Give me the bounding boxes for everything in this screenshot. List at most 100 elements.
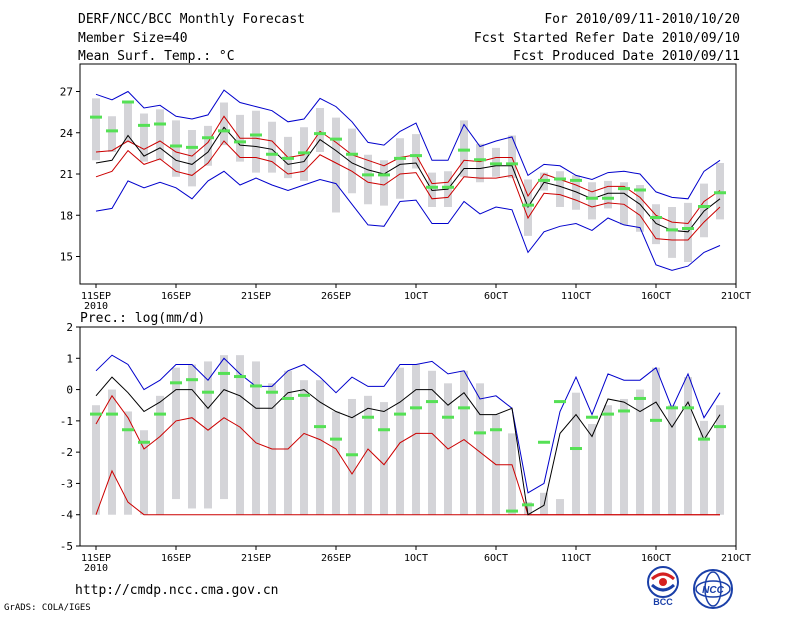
x-tick-label-prec-3: 26SEP <box>321 553 351 564</box>
median-marker-prec-17 <box>362 415 374 419</box>
y-tick-label-prec--3: -3 <box>60 477 73 490</box>
median-marker-temp-17 <box>362 173 374 177</box>
median-marker-prec-36 <box>666 406 678 410</box>
median-marker-prec-38 <box>698 437 710 441</box>
median-marker-prec-24 <box>474 431 486 435</box>
median-marker-temp-3 <box>138 123 150 127</box>
mean-line-temp <box>95 126 721 233</box>
footer-url[interactable]: http://cmdp.ncc.cma.gov.cn <box>75 583 279 598</box>
range-box-temp-11 <box>268 121 276 173</box>
range-box-prec-33 <box>620 398 628 515</box>
median-marker-prec-28 <box>538 440 550 444</box>
median-marker-temp-36 <box>666 228 678 232</box>
x-tick-label-prec-4: 1OCT <box>404 553 428 564</box>
range-box-prec-38 <box>700 420 708 515</box>
range-box-prec-9 <box>236 355 244 515</box>
x-tick-label-temp-5: 6OCT <box>484 291 508 302</box>
range-box-temp-30 <box>572 175 580 210</box>
range-box-temp-24 <box>476 143 484 183</box>
median-marker-temp-15 <box>330 137 342 141</box>
median-marker-temp-11 <box>266 152 278 156</box>
median-marker-prec-39 <box>714 425 726 429</box>
range-box-prec-29 <box>556 499 564 515</box>
median-marker-prec-22 <box>442 415 454 419</box>
grads-credit: GrADS: COLA/IGES <box>4 603 91 613</box>
range-box-prec-39 <box>716 405 724 515</box>
range-box-temp-20 <box>412 134 420 169</box>
range-box-prec-34 <box>636 389 644 515</box>
range-box-temp-33 <box>620 182 628 225</box>
median-marker-prec-33 <box>618 409 630 413</box>
x-tick-label-temp-4: 1OCT <box>404 291 428 302</box>
range-box-temp-4 <box>156 109 164 161</box>
range-box-temp-0 <box>92 98 100 161</box>
lower-line-prec <box>95 469 720 516</box>
lower-line-temp <box>95 140 721 241</box>
x-tick-label-prec-0: 11SEP <box>81 553 111 564</box>
median-marker-temp-35 <box>650 216 662 219</box>
header-forecast-period: For 2010/09/11-2010/10/20 <box>544 12 740 27</box>
median-marker-temp-21 <box>426 185 438 189</box>
median-marker-temp-2 <box>122 100 134 104</box>
y-tick-label-prec-1: 1 <box>66 352 73 365</box>
median-marker-temp-10 <box>250 133 262 137</box>
y-tick-label-prec--2: -2 <box>60 446 73 459</box>
median-marker-prec-26 <box>506 509 518 513</box>
header-member-size: Member Size=40 <box>78 31 188 46</box>
range-box-temp-17 <box>364 154 372 205</box>
median-marker-temp-33 <box>618 187 630 191</box>
median-marker-temp-9 <box>234 140 246 144</box>
median-marker-prec-25 <box>490 428 502 432</box>
upper-line-temp <box>95 115 721 225</box>
panel-title-prec: Prec.: log(mm/d) <box>80 311 205 326</box>
median-marker-temp-12 <box>282 156 294 160</box>
median-marker-temp-22 <box>442 185 454 189</box>
range-box-prec-4 <box>156 395 164 515</box>
range-box-prec-15 <box>332 411 340 515</box>
median-marker-temp-32 <box>602 196 614 200</box>
x-year-label-prec: 2010 <box>84 563 108 574</box>
range-box-prec-14 <box>316 380 324 515</box>
x-tick-label-prec-6: 11OCT <box>561 553 591 564</box>
x-tick-label-temp-1: 16SEP <box>161 291 191 302</box>
range-box-prec-10 <box>252 361 260 515</box>
panel-temp: 15 18 21 24 27 11SEP 16SEP 21SEP 26SEP 1OCT 6OCT 11… <box>60 63 751 312</box>
header-start-date: Fcst Started Refer Date 2010/09/10 <box>473 31 740 46</box>
range-box-temp-19 <box>396 138 404 199</box>
median-marker-temp-25 <box>490 162 502 166</box>
header-title: DERF/NCC/BCC Monthly Forecast <box>78 12 305 27</box>
x-tick-label-prec-2: 21SEP <box>241 553 271 564</box>
median-marker-temp-26 <box>506 162 518 166</box>
range-box-prec-19 <box>396 367 404 515</box>
median-marker-temp-14 <box>314 132 326 136</box>
median-marker-prec-27 <box>522 503 534 507</box>
range-box-temp-2 <box>124 101 132 143</box>
range-box-prec-21 <box>428 370 436 515</box>
range-box-temp-25 <box>492 147 500 177</box>
header-variable: Mean Surf. Temp.: °C <box>78 49 235 64</box>
median-marker-prec-31 <box>586 415 598 419</box>
median-marker-prec-5 <box>170 381 182 385</box>
range-box-temp-32 <box>604 180 612 209</box>
x-tick-label-temp-0: 11SEP <box>81 291 111 302</box>
range-box-prec-35 <box>652 367 660 515</box>
x-tick-label-prec-1: 16SEP <box>161 553 191 564</box>
y-tick-label-temp-15: 15 <box>60 251 73 264</box>
range-box-prec-32 <box>604 405 612 515</box>
median-marker-temp-7 <box>202 136 214 140</box>
range-box-temp-8 <box>220 102 228 146</box>
median-marker-prec-14 <box>314 425 326 429</box>
range-box-temp-26 <box>508 135 516 179</box>
median-marker-prec-9 <box>234 375 246 379</box>
range-box-temp-34 <box>636 185 644 232</box>
median-marker-prec-4 <box>154 412 166 416</box>
median-marker-prec-23 <box>458 406 470 410</box>
median-marker-temp-5 <box>170 144 182 148</box>
x-tick-label-temp-3: 26SEP <box>321 291 351 302</box>
range-box-prec-37 <box>684 377 692 515</box>
bcc-logo-icon: BCC <box>647 566 679 607</box>
range-box-prec-13 <box>300 380 308 515</box>
max-line-prec <box>95 354 721 494</box>
min-line-temp <box>95 170 721 271</box>
x-tick-label-prec-7: 16OCT <box>641 553 671 564</box>
